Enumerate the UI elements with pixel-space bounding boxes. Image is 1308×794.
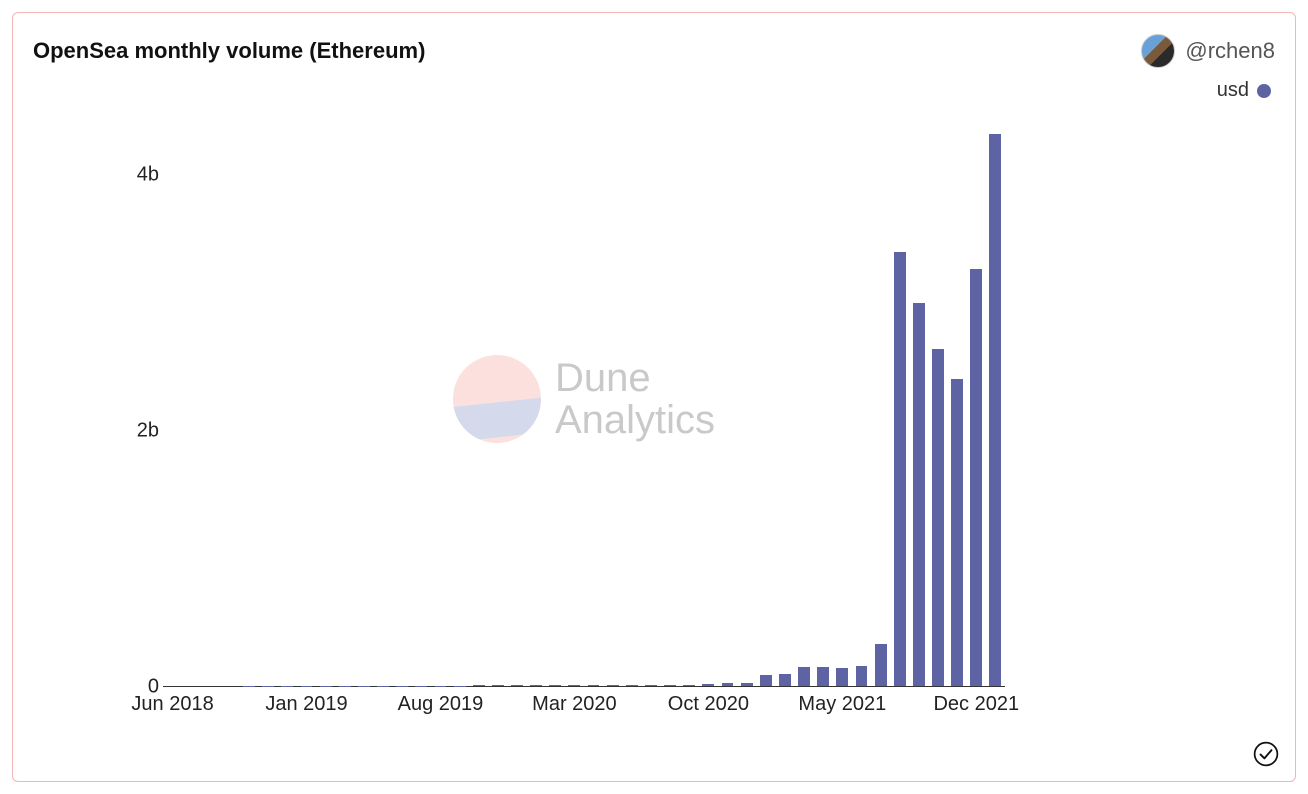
bar[interactable]: [454, 686, 466, 687]
bar[interactable]: [875, 644, 887, 686]
bar[interactable]: [626, 685, 638, 686]
bar[interactable]: [970, 269, 982, 686]
bar[interactable]: [989, 134, 1001, 686]
check-circle-icon[interactable]: [1253, 741, 1279, 767]
bar[interactable]: [856, 666, 868, 686]
bar[interactable]: [683, 685, 695, 686]
bar[interactable]: [722, 683, 734, 686]
bars-container: [163, 111, 1005, 686]
y-axis-labels: 02b4b: [103, 111, 159, 687]
chart-area: 02b4b Dune Analytics Jun 2018Jan 2019Aug…: [33, 71, 1275, 767]
x-tick-label: Mar 2020: [532, 693, 617, 716]
chart-title: OpenSea monthly volume (Ethereum): [33, 38, 425, 64]
x-axis-labels: Jun 2018Jan 2019Aug 2019Mar 2020Oct 2020…: [163, 693, 1005, 723]
plot-area: Dune Analytics: [163, 111, 1005, 687]
bar[interactable]: [932, 349, 944, 686]
bar[interactable]: [568, 685, 580, 686]
bar[interactable]: [511, 685, 523, 686]
author-avatar: [1141, 34, 1175, 68]
bar[interactable]: [913, 303, 925, 686]
bar[interactable]: [645, 685, 657, 686]
bar[interactable]: [473, 685, 485, 686]
author-block[interactable]: @rchen8: [1141, 34, 1275, 68]
card-header: OpenSea monthly volume (Ethereum) @rchen…: [33, 31, 1275, 71]
bar[interactable]: [817, 667, 829, 686]
author-handle: @rchen8: [1185, 38, 1275, 64]
bar[interactable]: [836, 668, 848, 686]
bar[interactable]: [741, 683, 753, 686]
y-tick-label: 2b: [103, 420, 159, 443]
bar[interactable]: [951, 379, 963, 686]
bar[interactable]: [607, 685, 619, 686]
y-tick-label: 4b: [103, 164, 159, 187]
x-tick-label: Jun 2018: [131, 693, 213, 716]
x-tick-label: Aug 2019: [398, 693, 484, 716]
bar[interactable]: [702, 684, 714, 686]
bar[interactable]: [664, 685, 676, 686]
bar[interactable]: [894, 252, 906, 686]
x-tick-label: Dec 2021: [933, 693, 1019, 716]
x-tick-label: Oct 2020: [668, 693, 749, 716]
bar[interactable]: [760, 675, 772, 687]
x-tick-label: May 2021: [798, 693, 886, 716]
bar[interactable]: [549, 685, 561, 686]
bar[interactable]: [588, 685, 600, 686]
bar[interactable]: [798, 667, 810, 686]
bar[interactable]: [779, 674, 791, 686]
chart-card: OpenSea monthly volume (Ethereum) @rchen…: [12, 12, 1296, 782]
x-tick-label: Jan 2019: [265, 693, 347, 716]
bar[interactable]: [530, 685, 542, 686]
bar[interactable]: [492, 685, 504, 686]
